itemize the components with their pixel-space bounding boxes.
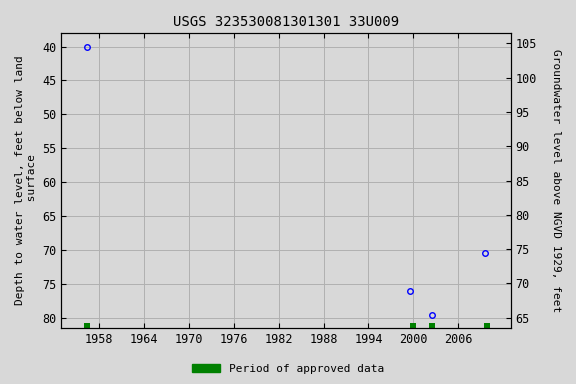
Y-axis label: Groundwater level above NGVD 1929, feet: Groundwater level above NGVD 1929, feet: [551, 49, 561, 312]
Bar: [85, 323, 90, 328]
Legend: Period of approved data: Period of approved data: [188, 359, 388, 379]
Y-axis label: Depth to water level, feet below land
 surface: Depth to water level, feet below land su…: [15, 56, 37, 305]
Title: USGS 323530081301301 33U009: USGS 323530081301301 33U009: [173, 15, 399, 29]
Bar: [429, 323, 435, 328]
Bar: [484, 323, 490, 328]
Bar: [411, 323, 416, 328]
